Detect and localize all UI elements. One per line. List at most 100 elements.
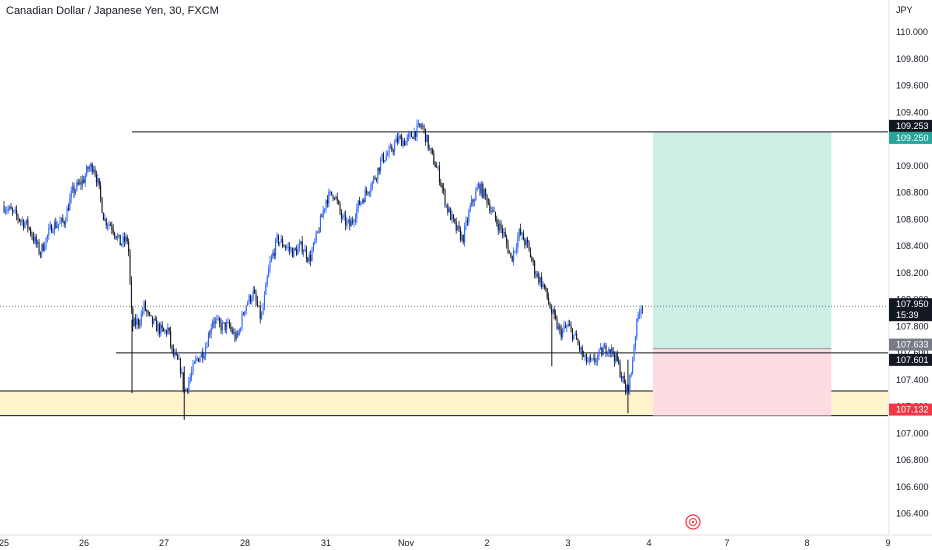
candle-body	[391, 146, 393, 151]
candle-body	[452, 214, 454, 219]
candle-body	[146, 310, 148, 312]
candle-body	[101, 197, 103, 213]
candle-body	[7, 208, 9, 211]
candle-body	[221, 322, 223, 331]
candle-body	[434, 164, 436, 168]
candle-body	[367, 192, 369, 194]
candle-body	[346, 220, 348, 226]
candle-body	[279, 242, 281, 244]
candle-body	[583, 355, 585, 357]
candle-body	[102, 212, 104, 221]
candle-body	[424, 128, 426, 143]
candle-body	[93, 169, 95, 173]
time-axis-tick: 27	[159, 538, 169, 548]
candle-body	[108, 224, 110, 226]
candle-body	[59, 221, 61, 224]
candle-body	[577, 339, 579, 344]
candle-body	[389, 146, 391, 149]
candle-body	[613, 355, 615, 362]
candle-body	[510, 252, 512, 256]
candle-body	[595, 361, 597, 363]
candle-body	[462, 234, 464, 243]
candle-body	[74, 189, 76, 194]
candle-body	[618, 360, 620, 363]
price-label: 107.132	[896, 405, 929, 415]
candle-body	[639, 313, 641, 315]
candle-body	[28, 227, 30, 229]
candle-body	[312, 242, 314, 251]
candle-body	[591, 358, 593, 360]
candle-body	[493, 210, 495, 212]
candle-body	[472, 199, 474, 202]
candle-body	[133, 318, 135, 327]
candle-body	[403, 140, 405, 146]
candle-body	[273, 252, 275, 256]
replay-icon[interactable]	[685, 514, 701, 530]
candle-body	[479, 183, 481, 194]
candle-body	[557, 326, 559, 329]
candle-body	[217, 318, 219, 320]
candle-body	[199, 357, 201, 362]
price-axis-tick: 109.000	[896, 161, 929, 171]
candle-body	[576, 333, 578, 340]
candle-body	[318, 231, 320, 233]
candle-body	[252, 290, 254, 299]
candle-body	[314, 240, 316, 243]
candle-body	[286, 247, 288, 248]
candle-body	[437, 166, 439, 168]
candle-body	[42, 244, 44, 251]
candle-body	[590, 357, 592, 360]
candle-body	[11, 209, 13, 211]
price-axis-tick: 108.600	[896, 214, 929, 224]
candle-body	[457, 225, 459, 231]
candle-body	[214, 319, 216, 324]
candle-body	[492, 210, 494, 212]
candle-body	[179, 358, 181, 373]
candle-body	[219, 318, 221, 323]
candle-body	[539, 277, 541, 283]
candle-body	[259, 305, 261, 319]
candle-body	[517, 237, 519, 248]
candle-body	[269, 261, 271, 269]
candle-body	[623, 376, 625, 384]
candle-body	[545, 287, 547, 289]
time-axis-tick: 3	[565, 538, 570, 548]
candle-body	[205, 347, 207, 357]
candle-body	[508, 252, 510, 254]
position-stop-zone[interactable]	[652, 348, 832, 416]
price-axis-tick: 106.800	[896, 455, 929, 465]
candle-body	[353, 221, 355, 223]
candle-body	[34, 236, 36, 242]
price-label: 109.250	[896, 133, 929, 143]
candle-body	[395, 138, 397, 143]
candle-body	[128, 241, 130, 253]
candle-body	[158, 324, 160, 334]
position-target-zone[interactable]	[652, 132, 832, 349]
candle-body	[496, 219, 498, 224]
candle-body	[65, 221, 67, 225]
price-label-bg	[889, 353, 932, 366]
candle-body	[213, 321, 215, 324]
candle-body	[125, 236, 127, 242]
candle-body	[283, 245, 285, 247]
candle-body	[534, 261, 536, 274]
candle-body	[499, 223, 501, 231]
candle-body	[100, 185, 102, 198]
candle-body	[55, 222, 57, 228]
candle-body	[263, 294, 265, 308]
candle-body	[35, 236, 37, 245]
candle-body	[171, 345, 173, 349]
candle-body	[266, 277, 268, 284]
candle-body	[298, 243, 300, 248]
candle-body	[429, 147, 431, 149]
candle-body	[248, 295, 250, 304]
candle-body	[6, 210, 8, 212]
candle-body	[193, 361, 195, 364]
candle-body	[531, 257, 533, 261]
candle-body	[538, 273, 540, 283]
candle-body	[469, 205, 471, 212]
candle-body	[468, 211, 470, 222]
candle-body	[122, 236, 124, 244]
candle-body	[536, 273, 538, 277]
